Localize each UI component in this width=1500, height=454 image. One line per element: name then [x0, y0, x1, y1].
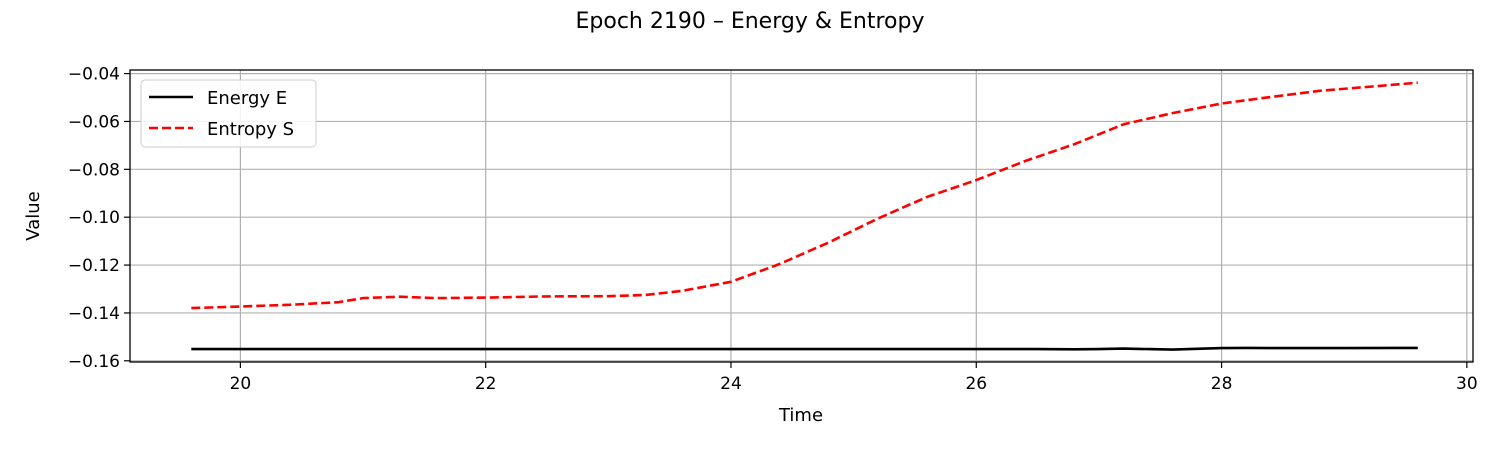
x-tick-label: 22	[475, 374, 497, 394]
y-tick-label: −0.10	[68, 208, 120, 228]
plot-frame	[129, 69, 1474, 363]
entropy-line	[191, 81, 1418, 310]
y-tick-label: −0.12	[68, 256, 120, 276]
grid	[130, 70, 1473, 362]
legend-label-entropy: Entropy S	[207, 119, 294, 140]
x-axis-label: Time	[778, 405, 823, 426]
x-tick-label: 28	[1211, 374, 1233, 394]
x-tick-label: 20	[230, 374, 252, 394]
y-axis-label: Value	[23, 191, 44, 240]
x-tick-label: 24	[720, 374, 742, 394]
x-ticks: 20 22 24 26 28 30	[230, 362, 1478, 394]
y-tick-label: −0.04	[68, 65, 120, 85]
x-tick-label: 30	[1456, 374, 1478, 394]
chart-title: Epoch 2190 – Energy & Entropy	[576, 9, 925, 34]
series-layer	[191, 81, 1418, 351]
legend-label-energy: Energy E	[207, 88, 287, 109]
x-tick-label: 26	[965, 374, 987, 394]
legend: Energy E Entropy S	[140, 79, 317, 148]
energy-line	[191, 346, 1418, 351]
y-tick-label: −0.08	[68, 160, 120, 180]
y-tick-label: −0.06	[68, 112, 120, 132]
y-tick-label: −0.14	[68, 304, 120, 324]
y-tick-label: −0.16	[68, 352, 120, 372]
y-ticks: −0.16 −0.14 −0.12 −0.10 −0.08 −0.06 −0.04	[68, 65, 130, 372]
